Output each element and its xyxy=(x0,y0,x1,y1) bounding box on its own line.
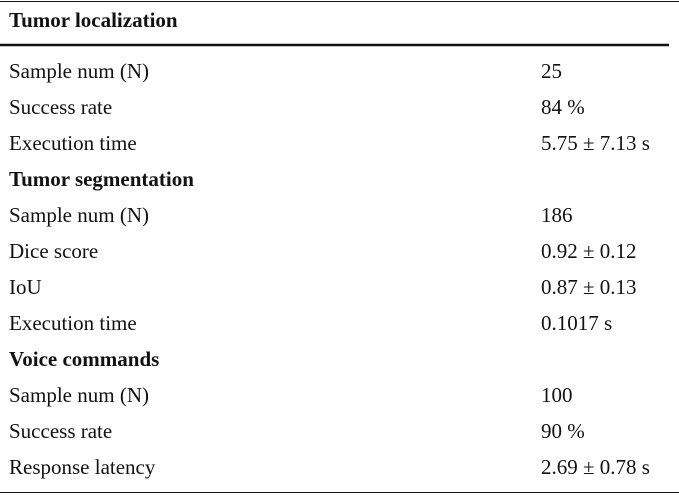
row-label: Response latency xyxy=(9,455,156,479)
row-label: Success rate xyxy=(9,419,112,443)
row-label: IoU xyxy=(9,275,42,299)
section-title: Voice commands xyxy=(9,347,159,371)
row-value: 0.92 ± 0.12 xyxy=(541,239,637,263)
row-value: 90 % xyxy=(541,419,585,443)
row-value: 186 xyxy=(541,203,573,227)
row-value: 84 % xyxy=(541,95,585,119)
row-label: Execution time xyxy=(9,311,137,335)
row-value: 25 xyxy=(541,59,562,83)
row-label: Execution time xyxy=(9,131,137,155)
section-title: Tumor segmentation xyxy=(9,167,194,191)
row-label: Sample num (N) xyxy=(9,59,149,83)
row-value: 0.1017 s xyxy=(541,311,612,335)
row-label: Sample num (N) xyxy=(9,383,149,407)
row-value: 0.87 ± 0.13 xyxy=(541,275,637,299)
row-label: Success rate xyxy=(9,95,112,119)
row-value: 2.69 ± 0.78 s xyxy=(541,455,650,479)
row-value: 100 xyxy=(541,383,573,407)
section-title: Tumor localization xyxy=(9,8,178,32)
row-label: Sample num (N) xyxy=(9,203,149,227)
row-value: 5.75 ± 7.13 s xyxy=(541,131,650,155)
row-label: Dice score xyxy=(9,239,98,263)
